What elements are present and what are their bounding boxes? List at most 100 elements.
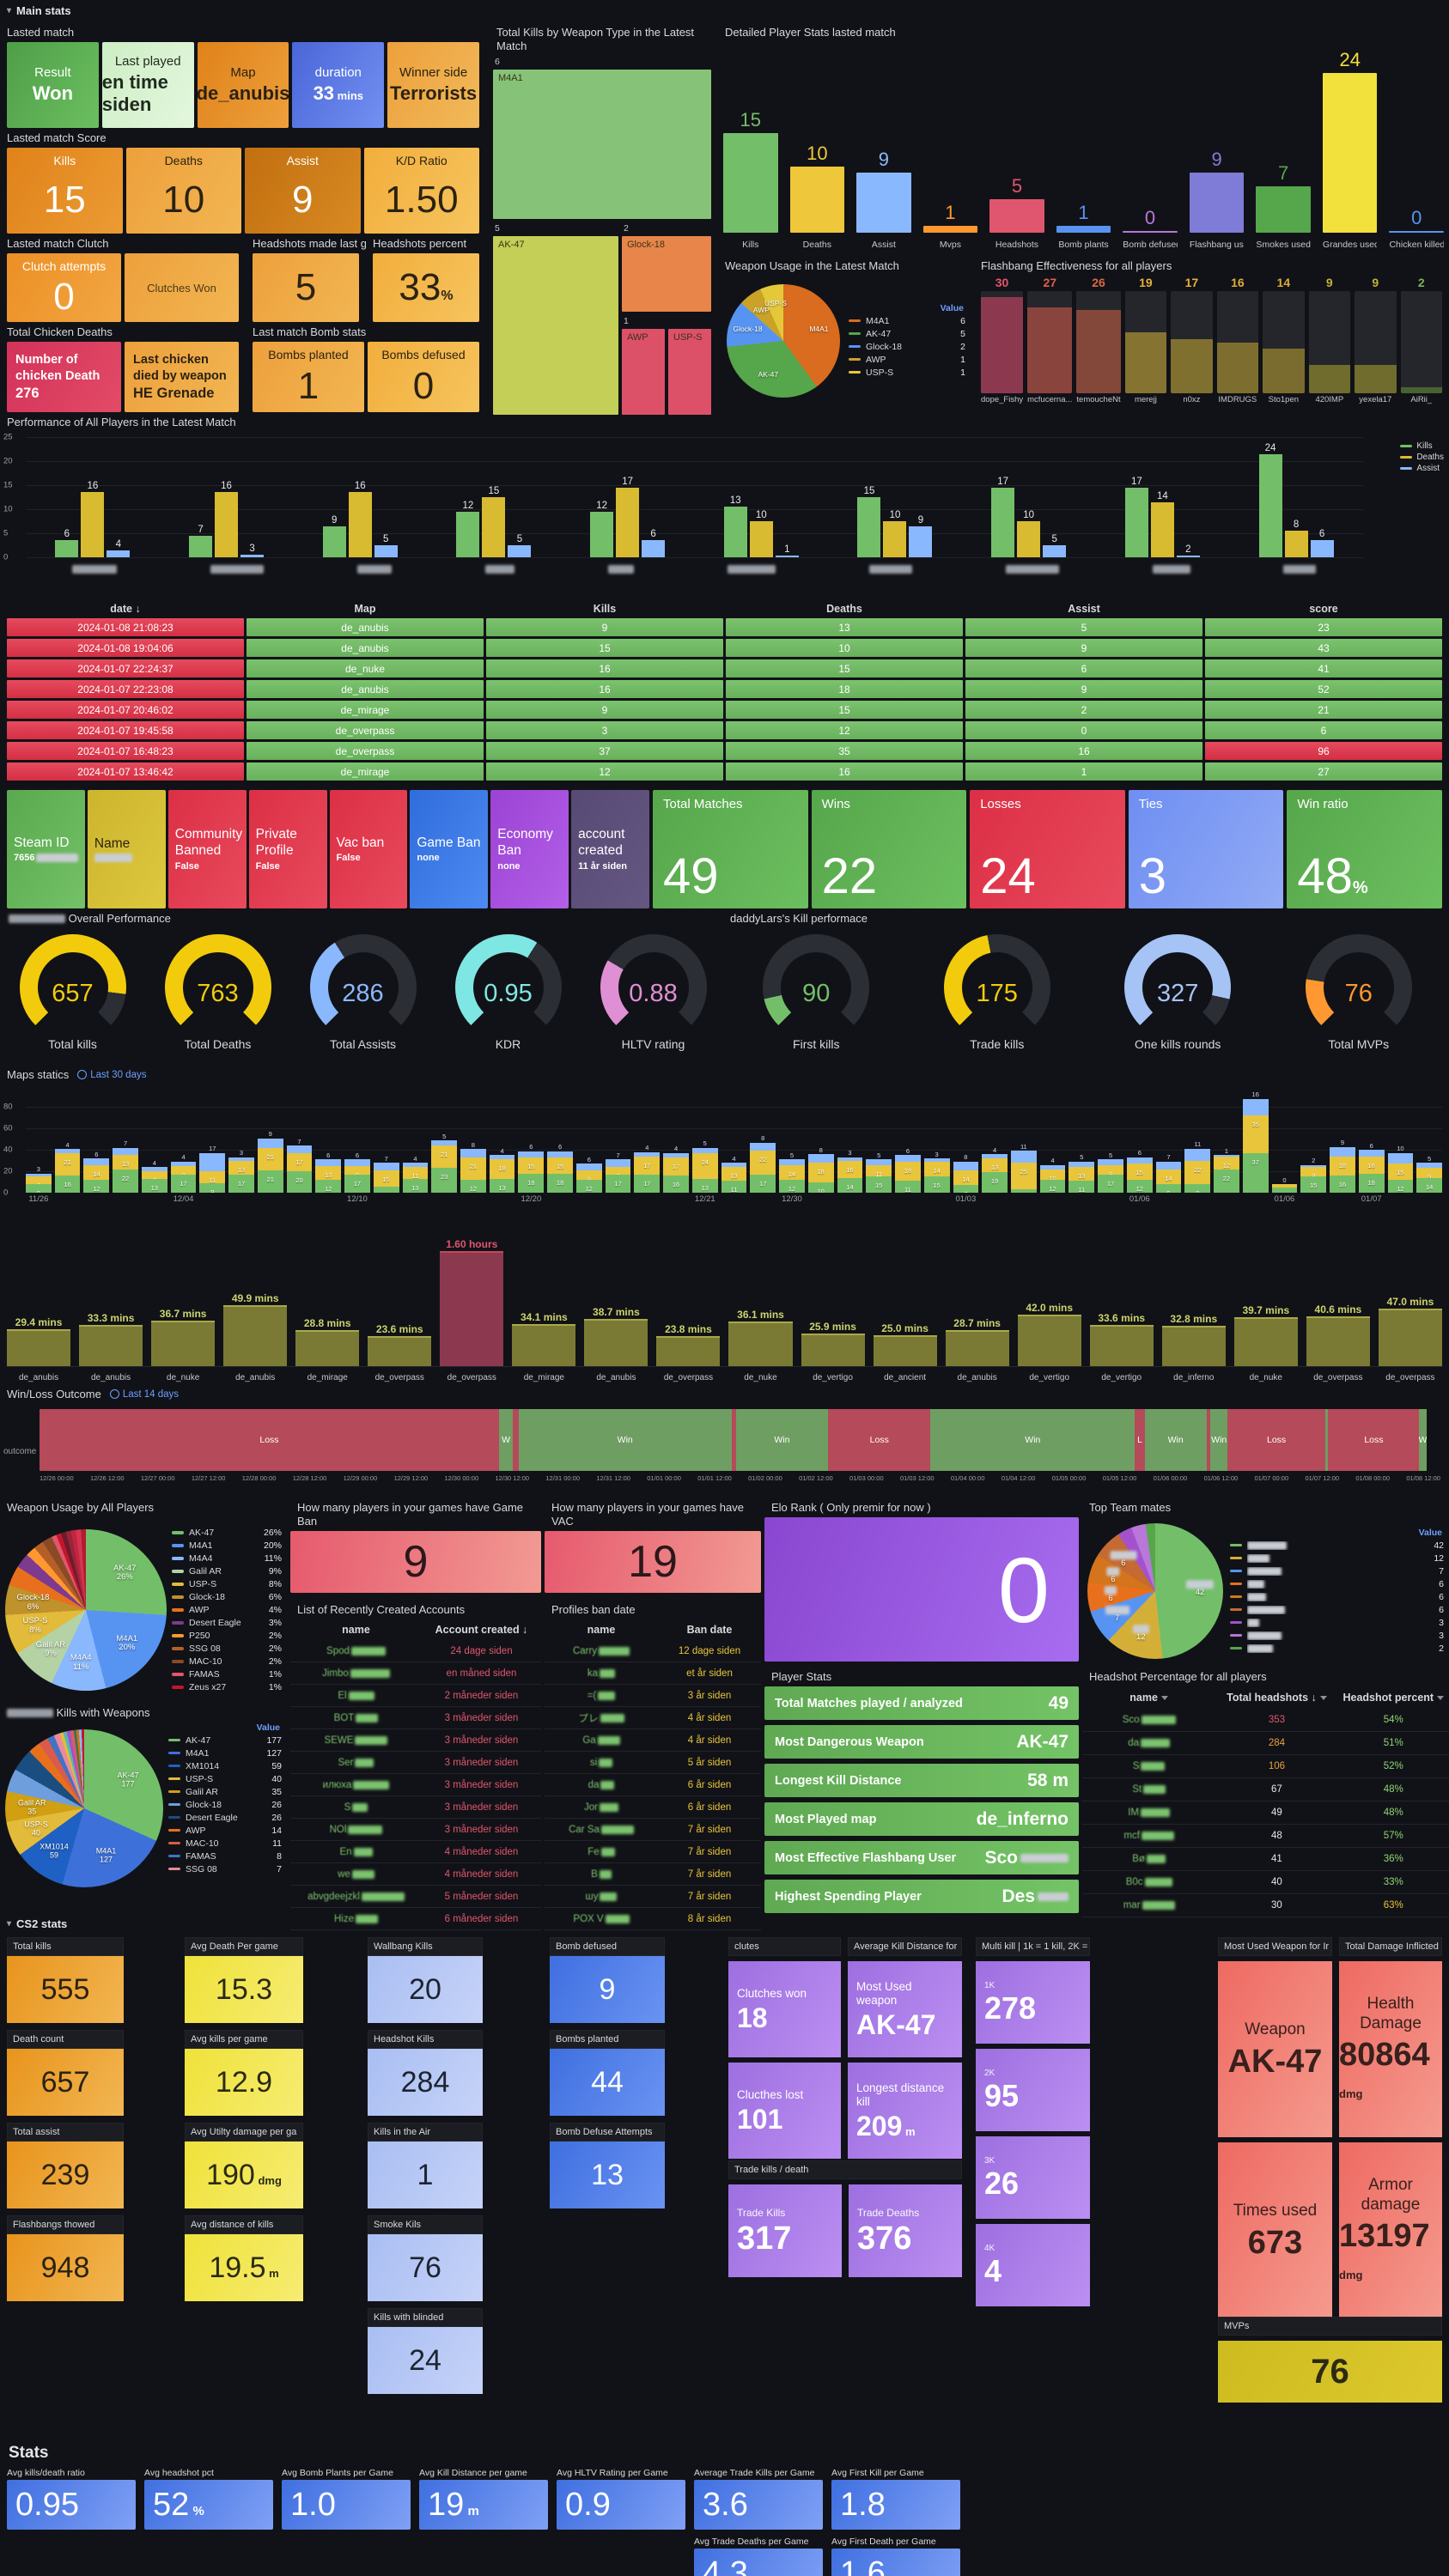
legend-item[interactable]: Zeus x27 1%: [172, 1681, 282, 1694]
table-header-name[interactable]: name: [342, 1624, 370, 1637]
legend-item[interactable]: Galil AR 9%: [172, 1565, 282, 1578]
legend-item[interactable]: Assist: [1400, 463, 1444, 474]
table-row[interactable]: 2024-01-07 22:24:37 de_nuke 16 15 6 41: [7, 659, 1442, 677]
table-row[interactable]: Jimbo en måned siden: [290, 1662, 541, 1686]
table-row[interactable]: NOl 3 måneder siden: [290, 1819, 541, 1842]
table-row[interactable]: En 4 måneder siden: [290, 1841, 541, 1864]
time-range-badge[interactable]: Last 30 days: [77, 1070, 146, 1080]
table-header-score[interactable]: score: [1309, 603, 1338, 615]
table-row[interactable]: B0c 40 33%: [1082, 1871, 1449, 1894]
winloss-segment-win[interactable]: Win: [1144, 1409, 1207, 1471]
winloss-segment-w[interactable]: W: [1419, 1409, 1427, 1471]
winloss-segment-divider[interactable]: [1325, 1409, 1329, 1471]
winloss-segment-win[interactable]: Win: [930, 1409, 1135, 1471]
table-row[interactable]: プレ 4 år siden: [545, 1707, 761, 1730]
legend-item[interactable]: Galil AR 35: [168, 1785, 282, 1798]
table-header-total-headshots[interactable]: Total headshots ↓: [1215, 1692, 1337, 1704]
table-row[interactable]: ka et år siden: [545, 1662, 761, 1686]
legend-item[interactable]: AWP 4%: [172, 1604, 282, 1617]
table-row[interactable]: 2024-01-08 21:08:23 de_anubis 9 13 5 23: [7, 618, 1442, 636]
legend-item[interactable]: 3: [1230, 1629, 1444, 1642]
legend-item[interactable]: MAC-10 2%: [172, 1656, 282, 1668]
legend-item[interactable]: Kills: [1400, 440, 1444, 452]
table-row[interactable]: Hize 6 måneder siden: [290, 1908, 541, 1931]
legend-item[interactable]: 6: [1230, 1603, 1444, 1616]
table-row[interactable]: Ga 4 år siden: [545, 1729, 761, 1753]
legend-item[interactable]: 12: [1230, 1552, 1444, 1564]
table-row[interactable]: 2024-01-07 16:48:23 de_overpass 37 35 16 96: [7, 742, 1442, 760]
section-main-stats[interactable]: ▾ Main stats: [0, 0, 1449, 21]
winloss-segment-divider[interactable]: [1206, 1409, 1211, 1471]
table-row[interactable]: da 6 år siden: [545, 1774, 761, 1797]
legend-item[interactable]: SSG 08 2%: [172, 1643, 282, 1656]
legend-item[interactable]: AWP 14: [168, 1824, 282, 1837]
legend-item[interactable]: Glock-18 2: [849, 340, 965, 353]
legend-item[interactable]: 6: [1230, 1577, 1444, 1590]
legend-item[interactable]: USP-S 40: [168, 1772, 282, 1785]
legend-item[interactable]: Glock-18 26: [168, 1798, 282, 1811]
table-row[interactable]: Jor 6 år siden: [545, 1796, 761, 1820]
filter-icon[interactable]: [1319, 1695, 1327, 1700]
table-row[interactable]: S 106 52%: [1082, 1755, 1449, 1778]
table-row[interactable]: we 4 måneder siden: [290, 1863, 541, 1886]
legend-item[interactable]: AK-47 177: [168, 1734, 282, 1747]
table-row[interactable]: Sco 353 54%: [1082, 1709, 1449, 1732]
table-header-deaths[interactable]: Deaths: [826, 603, 862, 615]
legend-item[interactable]: USP-S 1: [849, 366, 965, 379]
winloss-segment-win[interactable]: Win: [735, 1409, 829, 1471]
winloss-segment-win[interactable]: Win: [518, 1409, 732, 1471]
legend-item[interactable]: 2: [1230, 1642, 1444, 1655]
legend-item[interactable]: M4A1 6: [849, 314, 965, 327]
legend-item[interactable]: 42: [1230, 1539, 1444, 1552]
filter-icon[interactable]: [1160, 1695, 1168, 1700]
legend-item[interactable]: M4A1 127: [168, 1747, 282, 1759]
table-row[interactable]: Ser 3 måneder siden: [290, 1752, 541, 1775]
legend-item[interactable]: FAMAS 1%: [172, 1668, 282, 1681]
table-header-name[interactable]: name: [1082, 1692, 1215, 1704]
winloss-segment-loss[interactable]: Loss: [828, 1409, 931, 1471]
legend-item[interactable]: M4A4 11%: [172, 1552, 282, 1565]
legend-item[interactable]: AK-47 26%: [172, 1527, 282, 1540]
section-cs2-stats[interactable]: ▾ CS2 stats: [0, 1913, 1449, 1935]
table-row[interactable]: El 2 måneder siden: [290, 1685, 541, 1708]
legend-item[interactable]: XM1014 59: [168, 1759, 282, 1772]
table-header-value[interactable]: Ban date: [686, 1624, 733, 1637]
table-row[interactable]: St 67 48%: [1082, 1778, 1449, 1801]
winloss-segment-divider[interactable]: [731, 1409, 736, 1471]
table-row[interactable]: 2024-01-07 22:23:08 de_anubis 16 18 9 52: [7, 680, 1442, 698]
table-row[interactable]: 2024-01-07 13:46:42 de_mirage 12 16 1 27: [7, 762, 1442, 781]
legend-item[interactable]: USP-S 8%: [172, 1578, 282, 1591]
legend-item[interactable]: M4A1 20%: [172, 1540, 282, 1552]
legend-item[interactable]: Glock-18 6%: [172, 1591, 282, 1604]
winloss-segment-loss[interactable]: Loss: [1227, 1409, 1326, 1471]
legend-item[interactable]: 3: [1230, 1616, 1444, 1629]
table-header-value[interactable]: Account created ↓: [435, 1624, 528, 1637]
legend-item[interactable]: P250 2%: [172, 1630, 282, 1643]
legend-item[interactable]: FAMAS 8: [168, 1850, 282, 1862]
table-header-assist[interactable]: Assist: [1068, 603, 1100, 615]
table-row[interactable]: 2024-01-08 19:04:06 de_anubis 15 10 9 43: [7, 639, 1442, 657]
table-row[interactable]: abvgdeejzkl 5 måneder siden: [290, 1886, 541, 1909]
table-row[interactable]: BOT 3 måneder siden: [290, 1707, 541, 1730]
table-row[interactable]: IM 49 48%: [1082, 1801, 1449, 1825]
table-row[interactable]: Carry 12 dage siden: [545, 1640, 761, 1663]
table-row[interactable]: Fe 7 år siden: [545, 1841, 761, 1864]
table-row[interactable]: Car Sa 7 år siden: [545, 1819, 761, 1842]
table-row[interactable]: mar 30 63%: [1082, 1894, 1449, 1917]
table-header-date[interactable]: date ↓: [110, 603, 141, 615]
winloss-segment-win[interactable]: Win: [1210, 1409, 1227, 1471]
legend-item[interactable]: 7: [1230, 1564, 1444, 1577]
filter-icon[interactable]: [1437, 1695, 1445, 1700]
table-row[interactable]: 2024-01-07 19:45:58 de_overpass 3 12 0 6: [7, 721, 1442, 739]
table-header-headshot-percent[interactable]: Headshot percent: [1338, 1692, 1449, 1704]
legend-item[interactable]: AWP 1: [849, 353, 965, 366]
table-row[interactable]: =(3 år siden: [545, 1685, 761, 1708]
table-header-name[interactable]: name: [587, 1624, 616, 1637]
table-row[interactable]: SEWE 3 måneder siden: [290, 1729, 541, 1753]
winloss-segment-l[interactable]: L: [1135, 1409, 1145, 1471]
table-header-kills[interactable]: Kills: [593, 603, 617, 615]
legend-item[interactable]: Desert Eagle 3%: [172, 1617, 282, 1630]
legend-item[interactable]: Deaths: [1400, 452, 1444, 463]
time-range-badge[interactable]: Last 14 days: [109, 1389, 179, 1400]
